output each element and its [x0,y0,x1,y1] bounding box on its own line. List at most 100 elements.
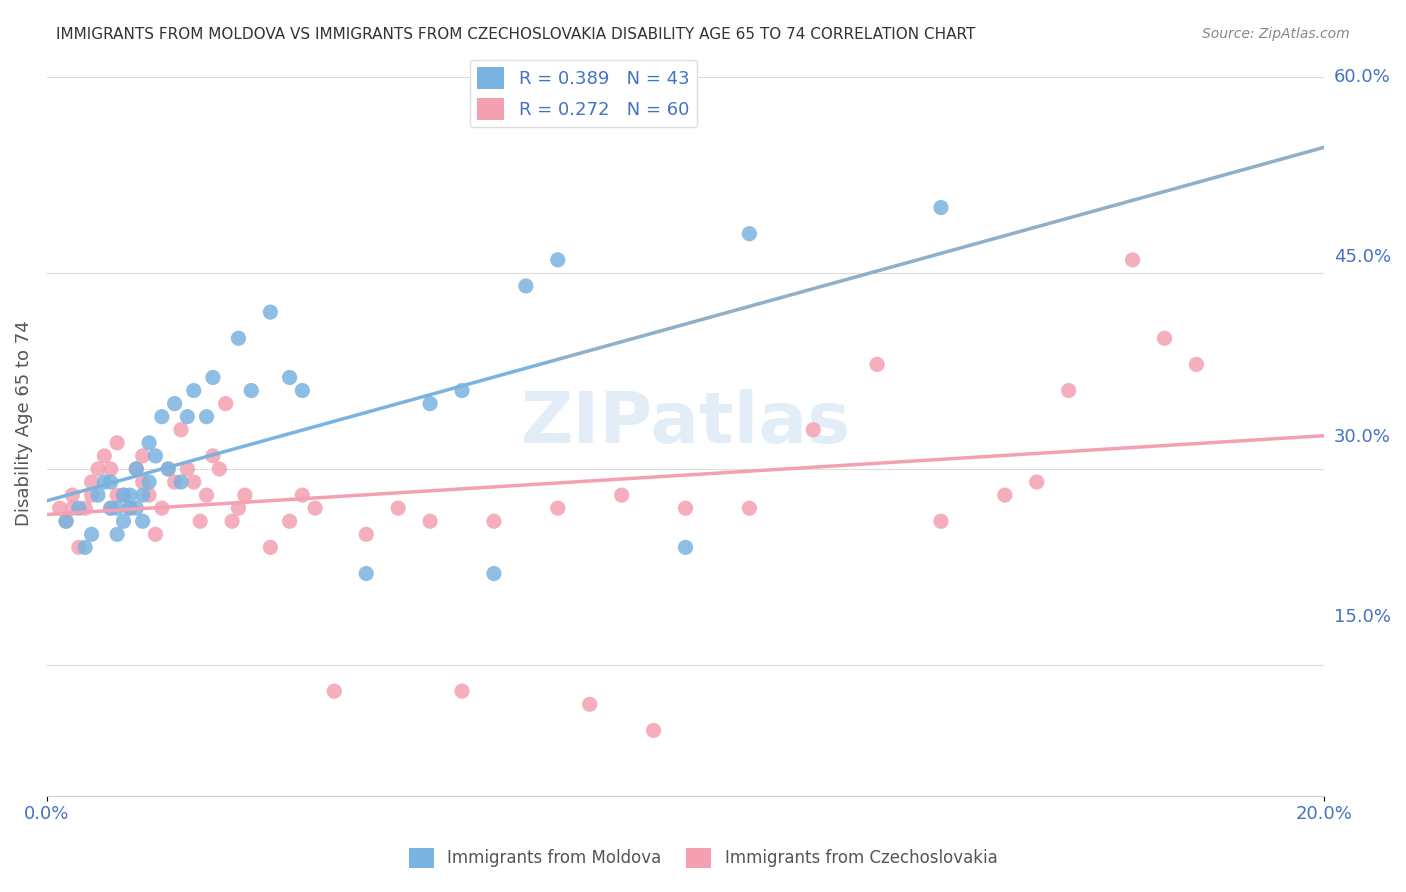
Point [150,501,173,516]
Point [118,501,141,516]
Point [105,527,128,541]
Point [170,423,193,437]
Point [157,462,180,476]
Point [291,384,314,398]
Point [278,370,301,384]
Point [138,475,160,489]
Point [93,475,115,489]
Point [131,449,153,463]
Point [100,462,122,476]
Point [67,501,90,516]
Point [419,514,441,528]
Point [323,684,346,698]
Point [1122,252,1144,267]
Legend: Immigrants from Moldova, Immigrants from Czechoslovakia: Immigrants from Moldova, Immigrants from… [402,841,1004,875]
Point [75,541,97,555]
Point [87,462,110,476]
Point [80,475,103,489]
Point [100,475,122,489]
Point [482,566,505,581]
Legend: R = 0.389   N = 43, R = 0.272   N = 60: R = 0.389 N = 43, R = 0.272 N = 60 [470,60,696,128]
Point [138,435,160,450]
Point [547,501,569,516]
Point [75,501,97,516]
Point [451,384,474,398]
Point [183,475,205,489]
Point [201,449,224,463]
Point [100,501,122,516]
Point [188,514,211,528]
Point [145,449,167,463]
Point [105,501,128,516]
Point [228,501,250,516]
Point [138,488,160,502]
Point [201,370,224,384]
Point [55,514,77,528]
Point [259,541,281,555]
Text: ZIPatlas: ZIPatlas [520,389,851,458]
Point [240,384,263,398]
Point [215,396,238,410]
Point [112,514,135,528]
Point [354,527,377,541]
Point [131,475,153,489]
Text: Source: ZipAtlas.com: Source: ZipAtlas.com [1202,27,1350,41]
Point [105,435,128,450]
Point [195,409,218,424]
Point [100,501,122,516]
Point [929,514,952,528]
Point [643,723,665,738]
Point [515,279,537,293]
Point [387,501,409,516]
Point [118,488,141,502]
Point [675,501,697,516]
Point [1185,358,1208,372]
Point [1025,475,1047,489]
Point [278,514,301,528]
Point [354,566,377,581]
Point [125,462,148,476]
Point [866,358,889,372]
Point [131,488,153,502]
Point [87,488,110,502]
Point [1153,331,1175,345]
Y-axis label: Disability Age 65 to 74: Disability Age 65 to 74 [15,320,32,526]
Point [150,409,173,424]
Point [131,514,153,528]
Text: IMMIGRANTS FROM MOLDOVA VS IMMIGRANTS FROM CZECHOSLOVAKIA DISABILITY AGE 65 TO 7: IMMIGRANTS FROM MOLDOVA VS IMMIGRANTS FR… [56,27,976,42]
Point [93,449,115,463]
Point [221,514,243,528]
Point [578,698,600,712]
Point [233,488,256,502]
Point [547,252,569,267]
Point [125,462,148,476]
Point [80,488,103,502]
Point [801,423,824,437]
Point [738,501,761,516]
Point [163,396,186,410]
Point [176,409,198,424]
Point [419,396,441,410]
Point [208,462,231,476]
Point [1057,384,1080,398]
Point [145,527,167,541]
Point [125,501,148,516]
Point [304,501,326,516]
Point [163,475,186,489]
Point [67,541,90,555]
Point [929,201,952,215]
Point [183,384,205,398]
Point [291,488,314,502]
Point [62,488,84,502]
Point [228,331,250,345]
Point [112,488,135,502]
Point [170,475,193,489]
Point [482,514,505,528]
Point [259,305,281,319]
Point [62,501,84,516]
Point [48,501,70,516]
Point [610,488,633,502]
Point [195,488,218,502]
Point [105,488,128,502]
Point [112,488,135,502]
